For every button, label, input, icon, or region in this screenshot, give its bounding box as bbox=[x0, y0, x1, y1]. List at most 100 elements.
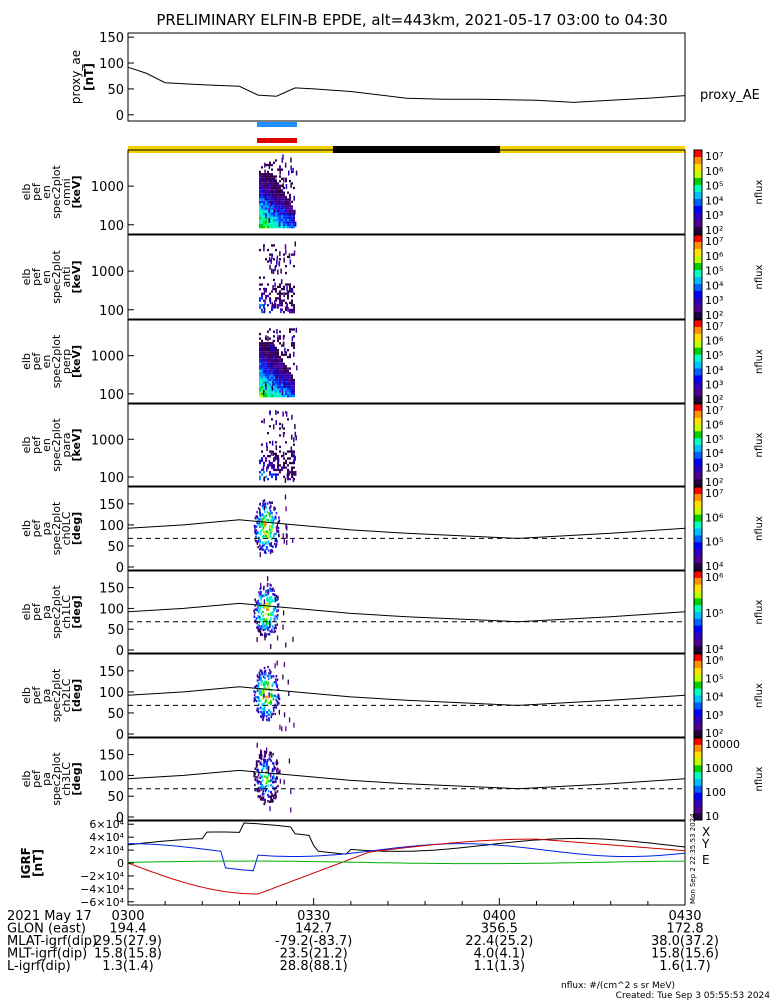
spectrogram-cell bbox=[256, 768, 258, 771]
spectrogram-cell bbox=[268, 675, 271, 678]
spectrogram-cell bbox=[265, 355, 267, 359]
spectrogram-cell bbox=[273, 367, 275, 370]
colorbar-label: nflux bbox=[754, 349, 765, 374]
spectrogram-cell bbox=[273, 374, 275, 377]
spectrogram-cell bbox=[267, 789, 270, 793]
spectrogram-cell bbox=[271, 186, 273, 190]
spectrogram-cell bbox=[258, 692, 261, 695]
colorbar-step bbox=[694, 596, 702, 599]
spectrogram-cell bbox=[281, 207, 283, 210]
spectrogram-cell bbox=[261, 395, 263, 398]
spectrogram-cell bbox=[263, 418, 265, 424]
spectrogram-cell bbox=[281, 369, 283, 372]
colorbar-step bbox=[694, 605, 702, 608]
spectrogram-cell bbox=[261, 191, 263, 194]
panel-pef_en_para: 1000100elbpefenspec2plotpara[keV]10⁷10⁶1… bbox=[20, 403, 765, 489]
spectrogram-cell bbox=[261, 392, 263, 395]
colorbar-step bbox=[694, 603, 702, 606]
colorbar-tick-label: 10² bbox=[705, 727, 723, 740]
spectrogram-cell bbox=[279, 360, 281, 363]
y-axis-label-line: [keV] bbox=[70, 175, 83, 208]
spectrogram-cell bbox=[277, 526, 280, 530]
spectrogram-cell bbox=[277, 457, 280, 463]
spectrogram-cell bbox=[281, 196, 283, 199]
spectrogram-cell bbox=[273, 223, 275, 226]
spectrogram-cell bbox=[256, 531, 259, 534]
colorbar-step bbox=[694, 250, 702, 253]
spectrogram-cell bbox=[271, 344, 273, 347]
spectrogram-cell bbox=[277, 693, 280, 697]
spectrogram-cell bbox=[273, 508, 275, 512]
spectrogram-cell bbox=[275, 680, 277, 684]
colorbar-step bbox=[694, 270, 702, 273]
spectrogram-cell bbox=[275, 288, 277, 291]
spectrogram-cell bbox=[261, 198, 263, 201]
spectrogram-cell bbox=[278, 366, 281, 372]
spectrogram-cell bbox=[287, 207, 289, 210]
colorbar-step bbox=[694, 273, 702, 276]
colorbar-step bbox=[694, 361, 702, 364]
igrf-legend-entry: X bbox=[702, 825, 710, 839]
spectrogram-cell bbox=[255, 763, 258, 767]
spectrogram-cell bbox=[286, 285, 288, 291]
spectrogram-cell bbox=[277, 200, 279, 203]
spectrogram-cell bbox=[275, 207, 277, 210]
spectrogram-cell bbox=[263, 182, 265, 185]
colorbar-step bbox=[694, 289, 702, 292]
colorbar-step bbox=[694, 566, 702, 569]
spectrogram-cell bbox=[267, 455, 269, 458]
spectrogram-cell bbox=[259, 346, 261, 349]
colorbar-step bbox=[694, 417, 702, 420]
spectrogram-cell bbox=[270, 611, 272, 615]
spectrogram-cell bbox=[262, 499, 265, 503]
spectrogram-cell bbox=[276, 613, 279, 617]
spectrogram-cell bbox=[268, 713, 271, 716]
spectrogram-cell bbox=[277, 226, 279, 229]
footer-row-value: 22.4(25.2) bbox=[465, 934, 533, 949]
spectrogram-cell bbox=[257, 602, 259, 605]
spectrogram-cell bbox=[283, 207, 285, 210]
spectrogram-cell bbox=[267, 180, 269, 183]
colorbar-step bbox=[694, 337, 702, 340]
spectrogram-cell bbox=[267, 674, 269, 678]
spectrogram-cell bbox=[270, 790, 272, 794]
colorbar-step bbox=[694, 504, 702, 507]
spectrogram-cell bbox=[271, 695, 273, 698]
spectrogram-cell bbox=[273, 600, 276, 603]
spectrogram-cell bbox=[279, 219, 281, 222]
spectrogram-cell bbox=[273, 184, 275, 187]
spectrogram-cell bbox=[259, 362, 261, 366]
spectrogram-cell bbox=[283, 378, 285, 382]
spectrogram-cell bbox=[279, 434, 281, 437]
colorbar-step bbox=[694, 629, 702, 632]
spectrogram-cell bbox=[289, 392, 291, 395]
colorbar-step bbox=[694, 165, 702, 168]
spectrogram-cell bbox=[275, 475, 277, 478]
igrf-y-axis-label: IGRF[nT] bbox=[19, 847, 45, 879]
colorbar-step bbox=[694, 493, 702, 497]
spectrogram-cell bbox=[269, 184, 271, 187]
spectrogram-cell bbox=[253, 612, 256, 615]
spectrogram-cell bbox=[285, 200, 287, 203]
spectrogram-cell bbox=[285, 441, 287, 444]
spectrogram-cell bbox=[279, 186, 281, 190]
spectrogram-cell bbox=[261, 707, 263, 711]
spectrogram-cell bbox=[265, 767, 268, 770]
spectrogram-cell bbox=[261, 214, 263, 217]
plot-title: PRELIMINARY ELFIN-B EPDE, alt=443km, 202… bbox=[156, 11, 667, 29]
spectrogram-cell bbox=[261, 173, 263, 176]
spectrogram-cell bbox=[264, 801, 266, 804]
spectrogram-cell bbox=[261, 221, 263, 224]
spectrogram-cell bbox=[277, 193, 279, 197]
spectrogram-cell bbox=[266, 763, 268, 767]
spectrogram-cell bbox=[258, 521, 261, 525]
spectrogram-cell bbox=[264, 709, 267, 712]
spectrogram-cell bbox=[277, 183, 279, 189]
footer-row-value: 15.8(15.8) bbox=[94, 947, 162, 962]
spectrogram-cell bbox=[293, 285, 295, 288]
spectrogram-cell bbox=[274, 347, 276, 353]
spectrogram-cell bbox=[254, 783, 256, 787]
spectrogram-cell bbox=[264, 381, 267, 387]
spectrogram-cell bbox=[259, 223, 261, 226]
spectrogram-cell bbox=[283, 427, 285, 430]
